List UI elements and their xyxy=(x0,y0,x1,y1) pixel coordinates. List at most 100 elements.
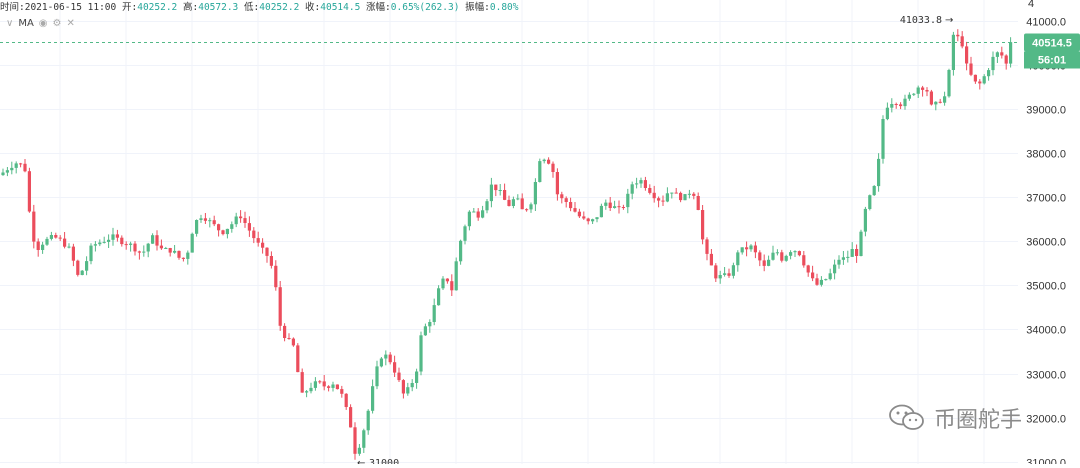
candle-body-up xyxy=(591,219,595,222)
candle-body-down xyxy=(1004,55,1008,64)
candle-body-up xyxy=(670,192,674,194)
gear-icon[interactable]: ⚙ xyxy=(52,17,62,29)
close-label: 收: xyxy=(305,2,321,13)
candle-body-up xyxy=(841,257,845,260)
candle-body-down xyxy=(657,198,661,201)
candle-body-down xyxy=(780,252,784,261)
candle-body-down xyxy=(353,427,357,454)
candle-body-down xyxy=(397,372,401,381)
candle-body-up xyxy=(718,275,722,279)
candle-body-down xyxy=(261,242,265,248)
candle-body-up xyxy=(846,256,850,258)
candle-body-up xyxy=(10,167,14,171)
change-value: 0.65%(262.3) xyxy=(390,2,460,13)
candle-body-down xyxy=(247,223,251,231)
candle-body-down xyxy=(322,381,326,387)
candle-body-up xyxy=(309,387,313,392)
candle-body-down xyxy=(577,211,581,217)
candle-body-down xyxy=(243,218,247,223)
candle-body-up xyxy=(89,245,93,262)
y-tick-label-top: 4 xyxy=(1028,0,1034,10)
candle-body-up xyxy=(731,265,735,276)
candle-body-down xyxy=(283,325,287,338)
candle-body-down xyxy=(388,354,392,363)
candle-body-down xyxy=(797,251,801,256)
watermark: 币圈舵手 xyxy=(888,398,1022,438)
candle-body-up xyxy=(49,235,53,239)
candle-body-up xyxy=(599,205,603,218)
candle-body-down xyxy=(679,192,683,201)
candle-body-down xyxy=(265,247,269,256)
candle-body-down xyxy=(573,208,577,212)
candle-body-down xyxy=(71,246,75,261)
candle-body-down xyxy=(256,238,260,243)
candle-body-down xyxy=(973,74,977,82)
candle-body-up xyxy=(511,199,515,206)
candle-body-up xyxy=(93,244,97,246)
chevron-down-icon[interactable]: ∨ xyxy=(6,17,14,29)
candle-body-up xyxy=(943,96,947,103)
candle-body-down xyxy=(401,380,405,394)
candle-body-down xyxy=(674,192,678,194)
candle-body-down xyxy=(692,193,696,196)
candle-body-down xyxy=(582,216,586,219)
candle-body-up xyxy=(819,279,823,285)
candle-body-up xyxy=(415,371,419,383)
candle-body-down xyxy=(727,273,731,276)
candle-body-up xyxy=(1,172,5,176)
current-price-tag xyxy=(1024,33,1080,52)
candle-body-down xyxy=(661,200,665,202)
candle-body-up xyxy=(683,194,687,201)
candle-body-down xyxy=(564,198,568,202)
candle-body-down xyxy=(291,338,295,346)
candle-body-down xyxy=(32,211,36,242)
candle-body-down xyxy=(929,91,933,105)
candle-body-up xyxy=(199,218,203,220)
candle-body-down xyxy=(124,244,128,246)
candle-body-up xyxy=(626,193,630,208)
candle-body-up xyxy=(384,354,388,359)
candle-body-down xyxy=(652,192,656,199)
candle-body-up xyxy=(736,252,740,266)
wechat-icon xyxy=(889,404,924,430)
high-value: 40572.3 xyxy=(198,2,239,13)
candle-body-down xyxy=(115,234,119,238)
candle-body-up xyxy=(982,76,986,84)
close-icon[interactable]: ✕ xyxy=(66,17,75,29)
candle-body-up xyxy=(907,94,911,99)
candle-body-down xyxy=(349,407,353,428)
candle-body-down xyxy=(608,202,612,208)
candle-body-down xyxy=(714,265,718,279)
candle-body-up xyxy=(142,251,146,253)
candle-body-up xyxy=(665,193,669,202)
y-tick-label: 34000.0 xyxy=(1026,325,1066,337)
candle-body-up xyxy=(481,210,485,218)
high-annotation-label: 41033.8 xyxy=(900,15,942,26)
candle-body-up xyxy=(111,234,115,240)
candle-body-down xyxy=(340,389,344,394)
ohlc-legend: 时间:2021-06-15 11:00 开:40252.2 高:40572.3 … xyxy=(0,0,760,16)
candle-body-up xyxy=(863,208,867,232)
y-tick-label: 31000.0 xyxy=(1026,458,1066,465)
candle-body-up xyxy=(1009,42,1013,64)
candle-body-down xyxy=(569,202,573,209)
candle-body-down xyxy=(133,243,137,252)
candle-body-down xyxy=(159,245,163,249)
candle-body-up xyxy=(98,242,102,245)
low-label: 低: xyxy=(244,2,260,13)
candle-body-down xyxy=(696,196,700,210)
y-tick-label: 37000.0 xyxy=(1026,193,1066,205)
candle-body-up xyxy=(995,52,999,57)
candle-body-down xyxy=(120,237,124,245)
candle-body-down xyxy=(815,278,819,285)
candle-body-up xyxy=(102,241,106,243)
candle-body-up xyxy=(824,279,828,281)
candle-body-down xyxy=(586,218,590,222)
candle-body-up xyxy=(749,245,753,250)
candle-body-down xyxy=(1000,52,1004,56)
candle-body-down xyxy=(476,211,480,218)
eye-icon[interactable]: ◉ xyxy=(38,17,48,29)
candle-body-up xyxy=(916,87,920,94)
